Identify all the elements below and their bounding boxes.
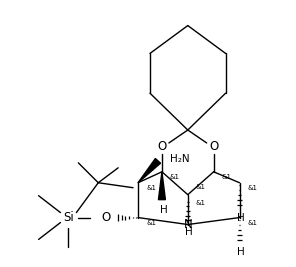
Text: &1: &1 xyxy=(247,185,258,191)
Text: H: H xyxy=(237,248,244,257)
Text: H: H xyxy=(160,205,168,215)
Text: O: O xyxy=(157,140,167,154)
Text: H: H xyxy=(185,227,193,237)
Polygon shape xyxy=(138,159,160,183)
Text: &1: &1 xyxy=(247,219,258,226)
Text: Si: Si xyxy=(63,211,74,224)
Text: &1: &1 xyxy=(196,184,206,190)
Text: &1: &1 xyxy=(222,174,231,180)
Text: &1: &1 xyxy=(196,200,206,206)
Text: &1: &1 xyxy=(146,185,156,191)
Text: H: H xyxy=(237,213,244,223)
Text: N: N xyxy=(184,218,192,231)
Text: H₂N: H₂N xyxy=(170,154,190,164)
Text: O: O xyxy=(209,140,218,154)
Polygon shape xyxy=(158,172,165,200)
Text: &1: &1 xyxy=(170,174,180,180)
Text: &1: &1 xyxy=(146,219,156,226)
Text: O: O xyxy=(102,211,111,224)
